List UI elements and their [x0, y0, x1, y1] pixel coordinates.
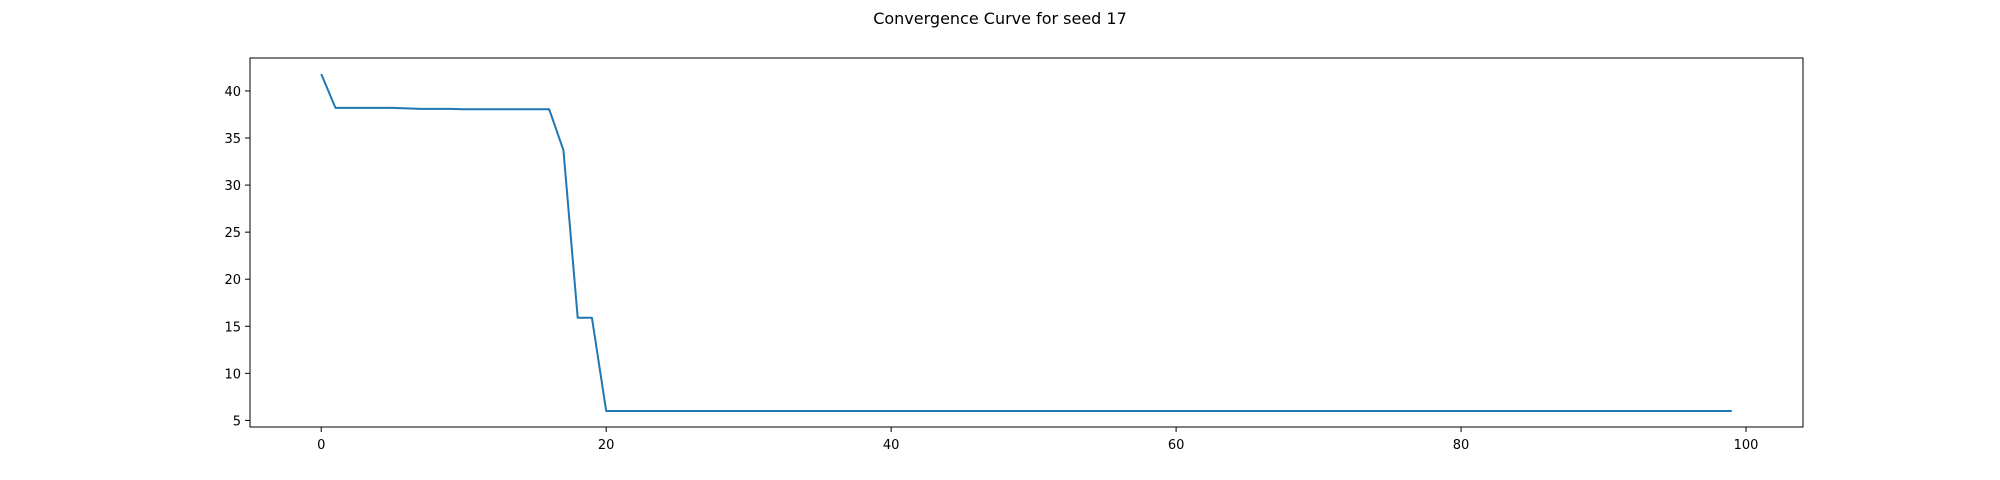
y-axis: 5 10 15 20 25 30 35 40 [224, 85, 250, 429]
series-line [320, 73, 1732, 412]
y-tick-label: 10 [224, 367, 241, 382]
y-tick-label: 35 [224, 132, 241, 147]
axes-frame [249, 57, 1804, 428]
chart-title: Convergence Curve for seed 17 [873, 9, 1127, 28]
x-tick-label: 80 [1453, 438, 1470, 453]
y-tick-label: 25 [224, 226, 241, 241]
x-tick-label: 60 [1168, 438, 1185, 453]
x-tick-label: 100 [1734, 438, 1759, 453]
y-tick-label: 5 [233, 414, 241, 429]
y-tick-label: 20 [224, 273, 241, 288]
x-tick-label: 20 [598, 438, 615, 453]
plot-area [320, 73, 1732, 412]
y-tick-label: 15 [224, 320, 241, 335]
x-tick-label: 0 [317, 438, 325, 453]
y-tick-label: 30 [224, 179, 241, 194]
x-axis: 0 20 40 60 80 100 [317, 427, 1758, 453]
x-tick-label: 40 [883, 438, 900, 453]
y-tick-label: 40 [224, 85, 241, 100]
